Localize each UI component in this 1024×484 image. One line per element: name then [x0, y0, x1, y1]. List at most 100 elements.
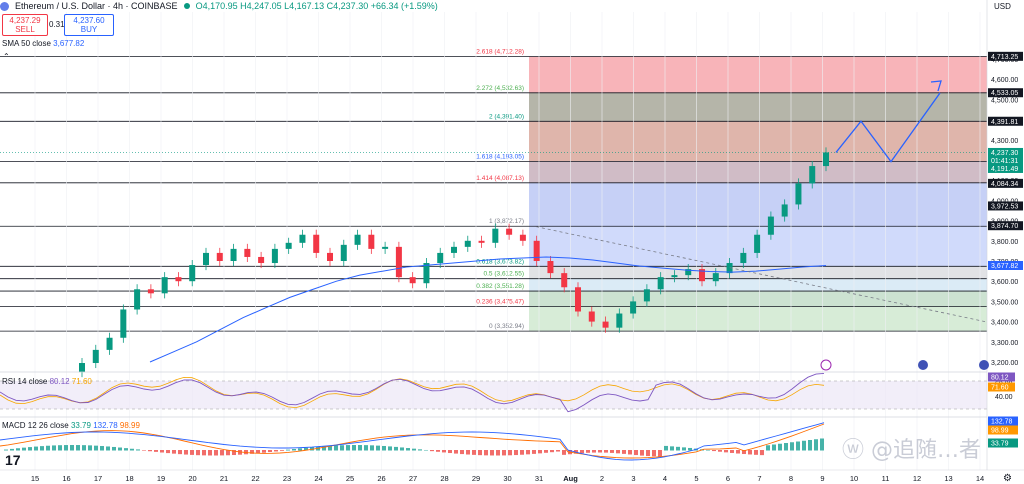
price-tag-text: 4,191.49 [991, 166, 1018, 173]
time-tick: 10 [850, 474, 858, 483]
macd-bar [148, 450, 152, 452]
macd-bar [640, 450, 644, 456]
candle-body [657, 277, 664, 290]
rsi-legend[interactable]: RSI 14 close 80.12 71.60 [2, 377, 92, 386]
time-tick: 6 [726, 474, 730, 483]
candle-body [643, 289, 650, 302]
macd-bar [46, 445, 50, 451]
flag-icon [918, 360, 928, 370]
gear-icon[interactable]: ⚙ [1003, 473, 1012, 484]
macd-bar [406, 448, 410, 451]
price-tag [988, 178, 1023, 188]
macd-bar [670, 446, 674, 451]
time-tick: 22 [251, 474, 259, 483]
axis-bg [987, 0, 1024, 470]
candle-body [271, 248, 278, 264]
macd-bar [154, 450, 158, 452]
macd-bar [448, 450, 452, 454]
time-tick: 16 [62, 474, 70, 483]
macd-bar [388, 446, 392, 451]
chevron-up-icon[interactable]: ⌃ [3, 52, 10, 61]
macd-bar [652, 450, 656, 457]
sell-price: 4,237.29 [9, 16, 41, 25]
candle-body [134, 289, 141, 310]
tradingview-logo[interactable]: 17 [5, 452, 21, 468]
macd-bar [142, 450, 146, 451]
time-tick: 23 [283, 474, 291, 483]
macd-bar [22, 447, 26, 451]
rsi-tag-text: 80.12 [991, 375, 1009, 382]
projection-line [835, 92, 941, 163]
macd-bar [292, 448, 296, 451]
macd-bar [490, 450, 494, 456]
candle-body [437, 252, 444, 264]
price-tick: 4,500.00 [991, 97, 1018, 104]
macd-bar [538, 450, 542, 454]
price-tag-text: 4,237.30 [991, 150, 1018, 157]
time-tick: Aug [563, 474, 578, 483]
macd-bar [16, 448, 20, 451]
macd-bar [64, 445, 68, 451]
macd-bar [196, 450, 200, 456]
candle-body [685, 269, 692, 276]
market-open-icon [183, 3, 190, 9]
macd-bar [748, 450, 752, 455]
candle-body [327, 252, 333, 261]
price-tick: 3,500.00 [991, 299, 1018, 306]
price-tag [988, 147, 1023, 157]
candle-body [506, 228, 513, 235]
macd-bar [712, 450, 716, 452]
candle-body [561, 273, 568, 288]
time-tick: 2 [600, 474, 604, 483]
rsi-value: 80.12 [49, 377, 70, 386]
time-tick: 21 [220, 474, 228, 483]
currency-label[interactable]: USD [994, 2, 1011, 11]
macd-bar [526, 450, 530, 455]
fib-label: 1.618 (4,193.05) [476, 153, 524, 160]
time-tick: 15 [31, 474, 39, 483]
macd-bar [106, 446, 110, 451]
fib-label: 2 (4,391.40) [489, 113, 524, 120]
macd-bar [172, 450, 176, 454]
macd-bar [190, 450, 194, 455]
time-tick: 26 [377, 474, 385, 483]
macd-bar [358, 445, 362, 451]
candle-body [258, 256, 265, 264]
macd-bar [586, 450, 590, 453]
buy-label: BUY [80, 25, 98, 34]
macd-bar [430, 450, 434, 452]
sma-line-group [149, 256, 827, 363]
macd-bar [460, 450, 464, 455]
sell-button[interactable]: 4,237.29 SELL [2, 14, 48, 36]
candle-body [340, 244, 347, 261]
price-tick: 3,300.00 [991, 340, 1018, 347]
fib-zone [529, 306, 987, 332]
time-axis[interactable]: 15 16 17 18 19 20 21 22 23 24 25 26 27 28 29 30 31 Aug 2 3 4… [0, 469, 1024, 483]
sma-value: 3,677.82 [53, 39, 85, 48]
macd-tag-text: 33.79 [991, 441, 1009, 448]
fib-zone [529, 266, 987, 279]
candle-body [313, 234, 320, 253]
rsi-pane [0, 371, 987, 413]
candle-body [395, 246, 402, 278]
macd-bar [34, 446, 38, 451]
macd-tag [988, 416, 1018, 426]
time-tick: 11 [882, 474, 890, 483]
price-tag-text: 4,533.05 [991, 90, 1018, 97]
projection-group [535, 80, 986, 322]
trendline [535, 226, 986, 322]
candle-body [740, 252, 747, 264]
buy-button[interactable]: 4,237.60 BUY [64, 14, 114, 36]
macd-tag-text: 132.78 [991, 419, 1013, 426]
macd-bar [796, 441, 800, 451]
price-tag [988, 88, 1023, 98]
macd-bar [94, 445, 98, 451]
symbol-title[interactable]: Ethereum / U.S. Dollar · 4h · COINBASE [15, 1, 178, 11]
macd-legend[interactable]: MACD 12 26 close 33.79 132.78 98.99 [2, 421, 140, 430]
candle-body [478, 240, 485, 243]
macd-bar [418, 449, 422, 451]
sma-legend[interactable]: SMA 50 close 3,677.82 [2, 39, 84, 48]
candles [79, 147, 829, 378]
price-axis[interactable]: 4,700.004,600.004,500.004,400.004,300.00… [820, 0, 1024, 470]
